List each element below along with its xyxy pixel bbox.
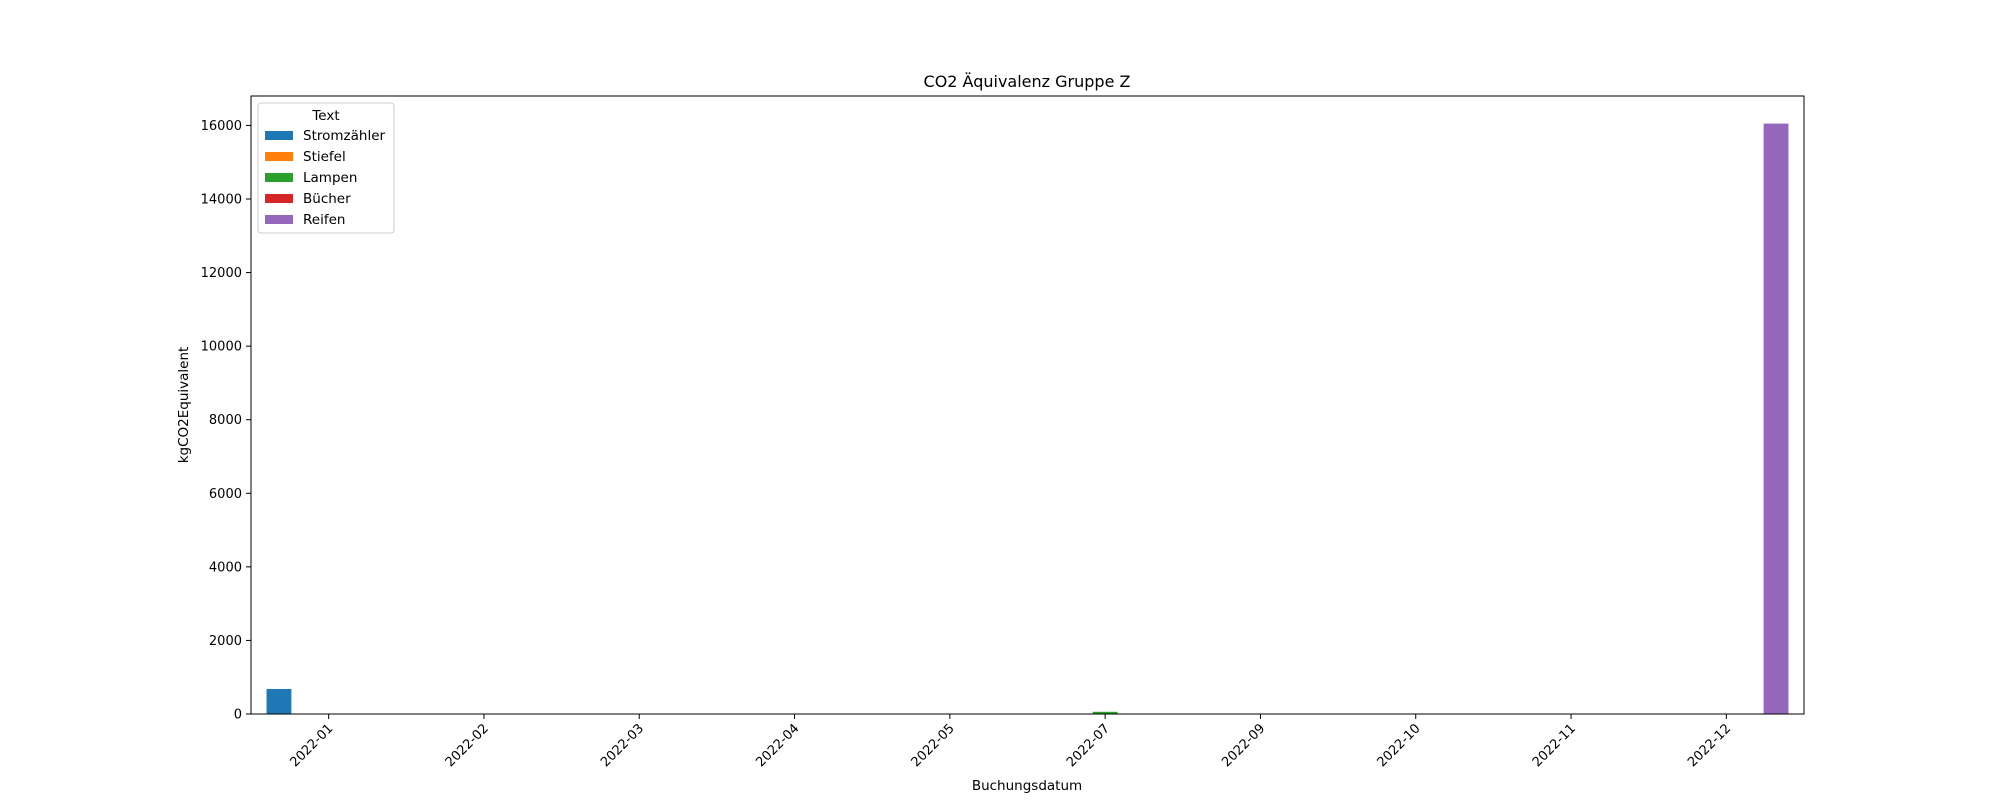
y-tick-label: 4000 (209, 560, 242, 575)
y-tick-label: 10000 (201, 340, 242, 355)
x-axis: 2022-01 2022-02 2022-03 2022-04 2022-05 2022-… (287, 714, 1734, 770)
plot-frame (250, 95, 1805, 715)
y-axis: 0 2000 4000 6000 8000 10000 12000 14000 16000 (201, 119, 251, 723)
bar-lampen-2022-07 (1092, 711, 1118, 714)
bars-layer (266, 123, 1789, 715)
y-tick-label: 8000 (209, 413, 242, 428)
bar-reifen-2022-12 (1763, 123, 1789, 715)
y-tick-label: 6000 (209, 487, 242, 502)
legend-label-bücher: Bücher (303, 191, 351, 207)
legend-swatch-stromzähler (265, 131, 293, 140)
x-axis-label: Buchungsdatum (972, 778, 1082, 794)
x-tick-label: 2022-05 (909, 721, 958, 770)
legend-label-stromzähler: Stromzähler (303, 128, 385, 144)
x-tick-label: 2022-02 (443, 721, 492, 770)
x-tick-label: 2022-03 (598, 721, 647, 770)
x-tick-label: 2022-11 (1530, 721, 1579, 770)
x-tick-label: 2022-10 (1375, 721, 1424, 770)
y-tick-label: 0 (234, 708, 242, 723)
legend-label-stiefel: Stiefel (303, 149, 346, 165)
x-tick-label: 2022-09 (1219, 721, 1268, 770)
x-tick-label: 2022-12 (1685, 721, 1734, 770)
bar-stromzähler-2022-01 (266, 688, 292, 714)
legend-swatch-lampen (265, 173, 293, 182)
y-tick-label: 16000 (201, 119, 242, 134)
legend-label-reifen: Reifen (303, 212, 345, 228)
y-tick-label: 12000 (201, 266, 242, 281)
y-tick-label: 2000 (209, 634, 242, 649)
x-tick-label: 2022-07 (1064, 721, 1113, 770)
legend-label-lampen: Lampen (303, 170, 357, 186)
legend-title: Text (311, 108, 339, 124)
y-tick-label: 14000 (201, 193, 242, 208)
legend-swatch-stiefel (265, 152, 293, 161)
y-axis-label: kgCO2Equivalent (176, 347, 192, 464)
x-tick-label: 2022-04 (753, 721, 802, 770)
legend: Text Stromzähler Stiefel Lampen Bücher Reife… (257, 102, 395, 234)
chart-title: CO2 Äquivalenz Gruppe Z (924, 72, 1131, 91)
legend-swatch-bücher (265, 194, 293, 203)
legend-swatch-reifen (265, 215, 293, 224)
legend-items: Stromzähler Stiefel Lampen Bücher Reifen (265, 128, 385, 228)
x-tick-label: 2022-01 (287, 721, 336, 770)
